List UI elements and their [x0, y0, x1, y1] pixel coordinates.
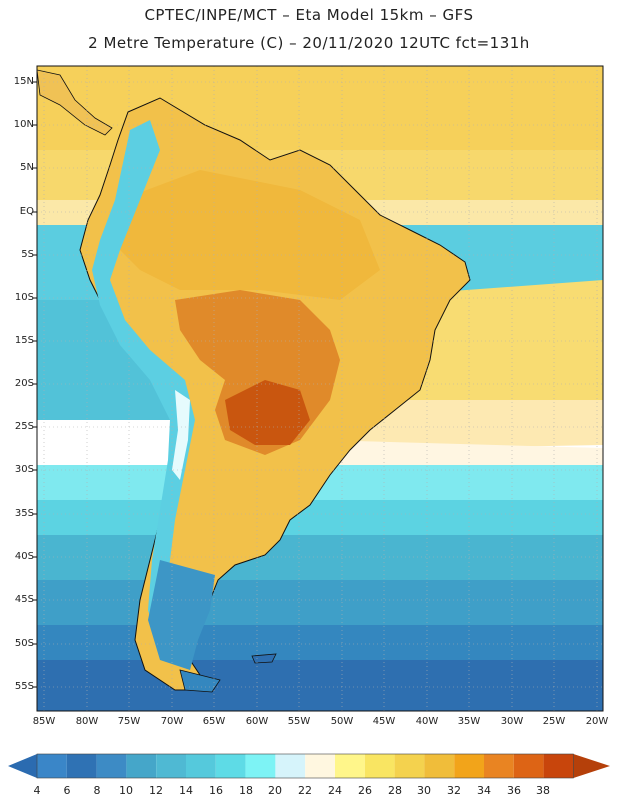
ocean-band: [37, 500, 603, 540]
ocean-band: [37, 580, 603, 630]
tierra-del-fuego: [179, 669, 221, 693]
lon-label: 55W: [287, 716, 311, 727]
colorbar-outline: [36, 753, 574, 779]
lat-label: 10N: [13, 119, 34, 130]
colorbar-swatch: [424, 754, 455, 778]
lat-label: 15N: [13, 76, 34, 87]
lat-label: EQ: [19, 206, 34, 217]
atlantic-mild-zone: [340, 400, 603, 450]
amazon-warm-zone: [110, 170, 380, 300]
lon-label: 25W: [542, 716, 566, 727]
lat-label: 55S: [14, 681, 34, 692]
patagonia-cool: [148, 560, 215, 670]
lat-label: 5S: [21, 249, 34, 260]
map-fill: [37, 66, 603, 711]
colorbar-label: 10: [119, 784, 133, 797]
lon-label: 40W: [415, 716, 439, 727]
colorbar-label: 12: [149, 784, 163, 797]
colorbar-left-arrow: [8, 754, 37, 778]
map-title-variable: 2 Metre Temperature (C) – 20/11/2020 12U…: [88, 34, 530, 52]
colorbar-swatch: [186, 754, 216, 778]
lat-label: 20S: [14, 378, 34, 389]
axis-ticks: [33, 81, 37, 688]
colorbar-swatch: [484, 754, 514, 778]
lon-label: 65W: [202, 716, 226, 727]
ocean-band: [37, 535, 603, 585]
lat-label: 40S: [14, 551, 34, 562]
atlantic-band: [320, 440, 603, 470]
ocean-band-cold: [37, 660, 603, 711]
colorbar-swatch: [126, 754, 157, 778]
colorbar-label: 26: [358, 784, 372, 797]
colorbar-swatch: [305, 754, 335, 778]
lon-label: 80W: [75, 716, 99, 727]
colorbar-swatch: [335, 754, 365, 778]
colorbar-swatch: [37, 754, 67, 778]
lon-label: 45W: [372, 716, 396, 727]
central-america-land: [37, 69, 113, 136]
colorbar-swatch: [96, 754, 127, 778]
lon-label: 60W: [245, 716, 269, 727]
colorbar-label: 18: [239, 784, 253, 797]
falkland-islands: [251, 653, 277, 664]
map-title-model: CPTEC/INPE/MCT – Eta Model 15km – GFS: [144, 6, 474, 24]
lat-label: 50S: [14, 638, 34, 649]
lon-label: 50W: [330, 716, 354, 727]
colorbar-swatch: [513, 754, 544, 778]
lon-label: 20W: [585, 716, 609, 727]
colorbar-label: 16: [209, 784, 223, 797]
colorbar-swatch: [454, 754, 484, 778]
colorbar-swatch: [394, 754, 425, 778]
lat-label: 10S: [14, 292, 34, 303]
hot-zone-core: [225, 380, 310, 445]
lat-label: 30S: [14, 464, 34, 475]
andes-white-peaks: [172, 390, 190, 480]
colorbar-swatch: [215, 754, 246, 778]
lon-label: 30W: [500, 716, 524, 727]
lat-label: 15S: [14, 335, 34, 346]
colorbar-label: 22: [298, 784, 312, 797]
colorbar-label: 8: [93, 784, 101, 797]
colorbar-label: 30: [417, 784, 431, 797]
lat-label: 25S: [14, 421, 34, 432]
colorbar-label: 14: [179, 784, 193, 797]
colorbar-label: 32: [447, 784, 461, 797]
colorbar-swatch: [66, 754, 97, 778]
colorbar-label: 20: [268, 784, 282, 797]
map-frame: [36, 65, 604, 712]
colorbar-swatch: [156, 754, 186, 778]
lat-label: 45S: [14, 594, 34, 605]
colorbar: [8, 753, 610, 779]
colorbar-swatch: [543, 754, 574, 778]
colorbar-swatch: [364, 754, 395, 778]
lon-label: 75W: [117, 716, 141, 727]
colorbar-label: 38: [536, 784, 550, 797]
lon-label: 70W: [160, 716, 184, 727]
colorbar-label: 36: [507, 784, 521, 797]
lat-label: 5N: [20, 162, 34, 173]
andes-cold-strip: [92, 120, 195, 650]
colorbar-label: 4: [33, 784, 41, 797]
colorbar-swatch: [275, 754, 306, 778]
colorbar-label: 6: [63, 784, 71, 797]
lat-label: 35S: [14, 508, 34, 519]
lon-label: 85W: [32, 716, 56, 727]
colorbar-label: 34: [477, 784, 491, 797]
ocean-band: [37, 625, 603, 665]
colorbar-swatch: [245, 754, 276, 778]
colorbar-right-arrow: [573, 754, 610, 778]
colorbar-label: 28: [388, 784, 402, 797]
lon-label: 35W: [457, 716, 481, 727]
colorbar-label: 24: [328, 784, 342, 797]
